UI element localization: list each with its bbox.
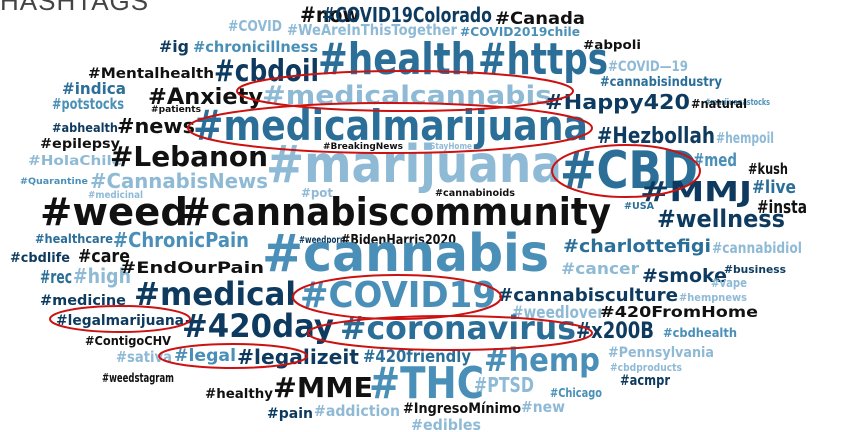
hashtag-cbdoil: #cbdoil bbox=[214, 54, 319, 89]
hashtag-stayhome: #StayHome bbox=[424, 142, 472, 152]
hashtag-pennsylvania: #Pennsylvania bbox=[608, 345, 714, 361]
page-title: HASHTAGS bbox=[0, 0, 150, 16]
hashtag-usa: #USA bbox=[624, 201, 654, 212]
hashtag-business: #business bbox=[724, 263, 786, 276]
hashtag-wellness: #wellness bbox=[657, 205, 785, 233]
hashtag-cannabinoids: #cannabinoids bbox=[435, 188, 515, 199]
highlight-circle bbox=[307, 315, 593, 351]
hashtag-hemp: #hemp bbox=[484, 341, 600, 379]
hashtag-live: #live bbox=[752, 177, 796, 198]
highlight-circle bbox=[551, 144, 701, 198]
hashtag-abhealth: #abhealth bbox=[52, 121, 118, 135]
hashtag-legalizeit: #legalizeit bbox=[237, 345, 359, 369]
hashtag-pot: #pot bbox=[301, 186, 333, 200]
hashtag-cbdhealth: #cbdhealth bbox=[663, 326, 737, 340]
hashtag-cancer: #cancer bbox=[561, 259, 639, 278]
hashtag-legalmarijuana: #legalmarijuana bbox=[56, 313, 184, 329]
hashtag-hempnews: #hempnews bbox=[679, 291, 747, 304]
hashtag-holachile: #HolaChile bbox=[28, 154, 122, 169]
hashtag-ptsd: #PTSD bbox=[474, 373, 534, 397]
hashtag-weedlover: #weedlover bbox=[512, 303, 604, 323]
hashtag-chronicpain: #ChronicPain bbox=[113, 228, 249, 252]
hashtag-chicago: #Chicago bbox=[550, 386, 602, 400]
hashtag-care: #care bbox=[78, 246, 130, 267]
hashtag-420fromhome: #420FromHome bbox=[600, 303, 758, 321]
hashtag-rec: #rec bbox=[40, 267, 72, 288]
hashtag-epilepsy: #epilepsy bbox=[40, 137, 121, 152]
hashtag-natural: #natural bbox=[691, 97, 747, 111]
hashtag-sativa: #sativa bbox=[116, 348, 172, 366]
hashtag-cannabis: #cannabis bbox=[262, 224, 549, 284]
hashtag-quarantine: #Quarantine bbox=[20, 177, 88, 187]
hashtag-cannabisnews: #CannabisNews bbox=[90, 169, 268, 193]
hashtag-weedporn: #weedporn bbox=[299, 235, 345, 246]
hashtag-contigochv: #ContigoCHV bbox=[85, 334, 172, 348]
hashtag-medicinal: #medicinal bbox=[88, 190, 143, 201]
hashtag-chronicillness: #chronicillness bbox=[193, 38, 318, 56]
hashtag-patients: #patients bbox=[151, 105, 201, 115]
hashtag-potstocks: #potstocks bbox=[52, 95, 124, 113]
hashtag-vape: #vape bbox=[711, 276, 747, 290]
hashtag-medicalcannabis: #medicalcannabis bbox=[262, 81, 552, 111]
hashtag-420friendly: #420friendly bbox=[363, 347, 471, 367]
hashtag-weed: #weed bbox=[40, 190, 188, 234]
hashtag-legal: #legal bbox=[174, 346, 236, 366]
hashtag-healthcare: #healthcare bbox=[35, 232, 113, 246]
hashtag-health: #health bbox=[318, 34, 476, 85]
hashtag-ig: #ig bbox=[159, 37, 189, 56]
hashtag-bidenharris2020: #BidenHarris2020 bbox=[341, 233, 456, 248]
hashtag-med: #med bbox=[693, 150, 737, 171]
hashtag-weareinthistogether: #WeAreInThisTogether bbox=[287, 21, 458, 39]
highlight-circle bbox=[236, 70, 574, 112]
hashtag-covid: #COVID bbox=[228, 17, 282, 35]
hashtag-news: #news bbox=[117, 114, 195, 138]
hashtag-covid19: #COVID19 bbox=[300, 275, 496, 316]
hashtag-420day: #420day bbox=[182, 307, 334, 345]
hashtag-canada: #Canada bbox=[495, 9, 585, 29]
hashtag-marijuanastocks: #marijuanastocks bbox=[705, 98, 770, 108]
hashtag-breakingnews: #BreakingNews bbox=[323, 142, 403, 152]
hashtag-edibles: #edibles bbox=[411, 416, 481, 432]
hashtag-cannabisindustry: #cannabisindustry bbox=[600, 75, 722, 90]
hashtag-now: #now bbox=[300, 3, 360, 27]
hashtag-mme: #MME bbox=[273, 371, 373, 404]
hashtag-covid2019chile: #COVID2019chile bbox=[460, 25, 580, 39]
hashtag-cannabisculture: #cannabisculture bbox=[498, 285, 678, 306]
highlight-circle bbox=[187, 102, 593, 154]
hashtag-healthy: #healthy bbox=[205, 387, 274, 402]
hashtag-ingresom-nimo: #IngresoMínimo bbox=[403, 401, 521, 417]
hashtag-high: #high bbox=[73, 264, 131, 288]
hashtag-kush: #kush bbox=[748, 160, 788, 178]
highlight-circle bbox=[49, 305, 191, 333]
hashtag-mentalhealth: #Mentalhealth bbox=[88, 66, 214, 82]
highlight-circle bbox=[292, 274, 502, 320]
hashtag-x200b: #x200B bbox=[576, 319, 654, 344]
hashtag-abpoli: #abpoli bbox=[583, 38, 641, 52]
hashtag-cbdproducts: #cbdproducts bbox=[610, 361, 682, 374]
hashtag-indica: #indica bbox=[62, 79, 126, 98]
hashtag-https: #https bbox=[478, 34, 608, 85]
hashtag-cbdlife: #cbdlife bbox=[10, 251, 70, 266]
hashtag-smoke: #smoke bbox=[642, 265, 727, 287]
highlight-circle bbox=[158, 343, 308, 369]
hashtag-marijuana: #marijuana bbox=[266, 135, 562, 195]
hashtag-new: #new bbox=[521, 398, 565, 416]
hashtag-cannabidiol: #cannabidiol bbox=[712, 239, 802, 257]
hashtag-happy420: #Happy420 bbox=[545, 90, 690, 114]
hashtag-hempoil: #hempoil bbox=[716, 129, 774, 147]
hashtag-thc: #THC bbox=[369, 358, 484, 409]
hashtag-medical: #medical bbox=[134, 275, 296, 313]
hashtag-endourpain: #EndOurPain bbox=[120, 258, 264, 277]
hashtag-covid19colorado: #COVID19Colorado bbox=[322, 3, 492, 27]
hashtag-cannabiscommunity: #cannabiscommunity bbox=[181, 190, 611, 234]
hashtag-medicine: #medicine bbox=[40, 293, 126, 309]
hashtag-acmpr: #acmpr bbox=[620, 373, 670, 389]
hashtag-weedstagram: #weedstagram bbox=[102, 371, 174, 385]
hashtag-pain: #pain bbox=[267, 406, 313, 422]
hashtag-insta: #insta bbox=[757, 197, 807, 218]
hashtag-charlottefigi: #charlottefigi bbox=[563, 236, 711, 257]
hashtag-addiction: #addiction bbox=[314, 402, 400, 420]
hashtag-covid-19: #COVID—19 bbox=[608, 59, 688, 75]
